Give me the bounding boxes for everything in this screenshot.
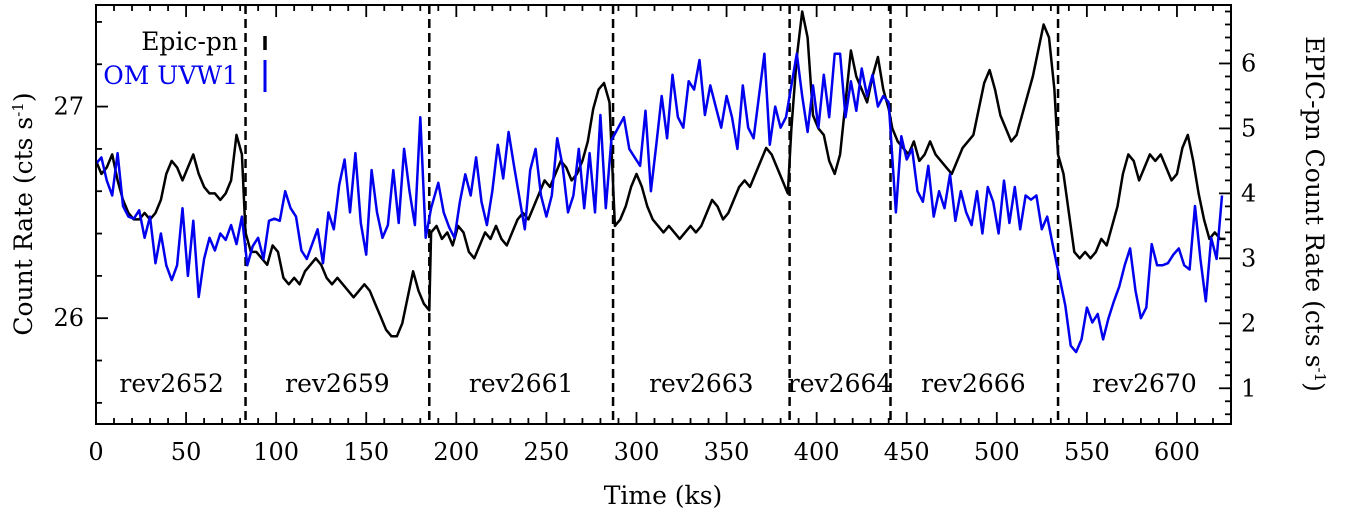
- x-tick-label-350: 350: [704, 438, 750, 466]
- x-tick-label-300: 300: [614, 438, 660, 466]
- series-lines: [94, 10, 1226, 354]
- segment-label-rev2661: rev2661: [469, 369, 574, 398]
- y-right-tick-label-5: 5: [1241, 114, 1256, 142]
- legend-label-epic-pn: Epic-pn: [141, 27, 238, 56]
- x-tick-label-50: 50: [171, 438, 202, 466]
- y-right-tick-label-6: 6: [1241, 49, 1256, 77]
- left-y-axis-title: Count Rate (cts s-1): [9, 92, 38, 335]
- legend: Epic-pn OM UVW1: [103, 27, 267, 92]
- y-left-tick-label-26: 26: [53, 304, 84, 332]
- segment-label-rev2664: rev2664: [788, 369, 893, 398]
- y-right-tick-label-3: 3: [1241, 244, 1256, 272]
- axes: 0 50 100 150 200 250 300 350 400 450 500 550 6002627…: [53, 4, 1256, 466]
- segment-label-rev2663: rev2663: [649, 369, 754, 398]
- x-tick-label-600: 600: [1154, 438, 1200, 466]
- segment-label-rev2659: rev2659: [285, 369, 390, 398]
- series-line-epic-pn: [94, 10, 1226, 338]
- x-tick-label-550: 550: [1064, 438, 1110, 466]
- segment-label-rev2652: rev2652: [119, 369, 224, 398]
- x-axis-title: Time (ks): [604, 481, 723, 510]
- x-tick-label-450: 450: [884, 438, 930, 466]
- plot-frame: [95, 4, 1232, 425]
- segment-label-rev2666: rev2666: [921, 369, 1026, 398]
- x-tick-label-200: 200: [433, 438, 479, 466]
- series-line-om-uvw1: [95, 52, 1224, 354]
- y-left-tick-label-27: 27: [53, 93, 84, 121]
- y-right-tick-label-4: 4: [1241, 179, 1256, 207]
- x-tick-label-250: 250: [523, 438, 569, 466]
- x-tick-label-150: 150: [343, 438, 389, 466]
- y-right-tick-label-1: 1: [1241, 374, 1256, 402]
- y-right-tick-label-2: 2: [1241, 309, 1256, 337]
- x-tick-label-100: 100: [253, 438, 299, 466]
- x-tick-label-400: 400: [794, 438, 840, 466]
- right-y-axis-title: EPIC-pn Count Rate (cts s-1): [1300, 36, 1329, 392]
- legend-label-om-uvw1: OM UVW1: [103, 61, 238, 90]
- x-tick-label-0: 0: [88, 438, 103, 466]
- revolution-labels: rev2652 rev2659 rev2661 rev2663 rev2664 rev26…: [119, 369, 1196, 398]
- segment-label-rev2670: rev2670: [1092, 369, 1197, 398]
- x-tick-label-500: 500: [974, 438, 1020, 466]
